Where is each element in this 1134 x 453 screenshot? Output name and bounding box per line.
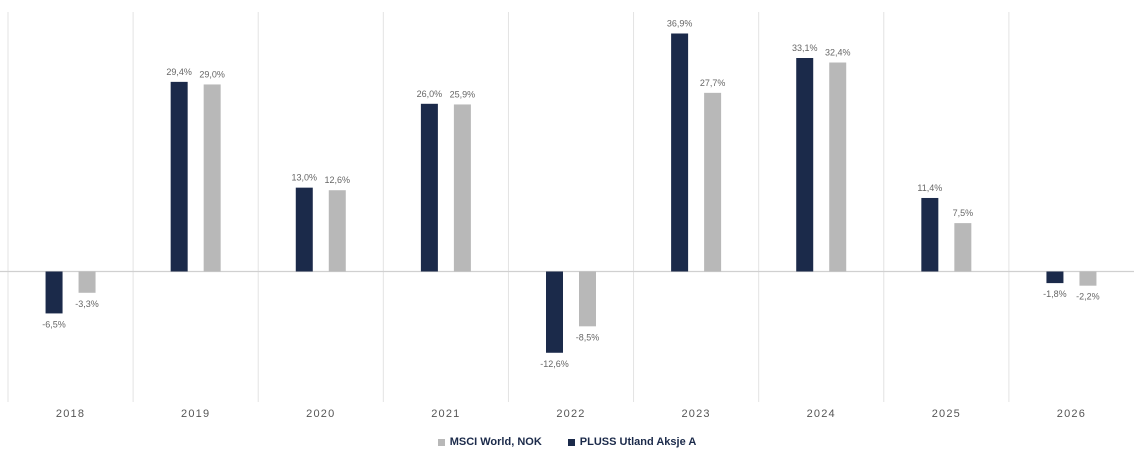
bar-msci-2024 (829, 62, 847, 272)
x-tick-label: 2023 (681, 408, 710, 420)
data-label: -8,5% (576, 332, 600, 342)
data-label: 29,0% (199, 69, 225, 79)
bar-pluss-2020 (295, 187, 313, 272)
data-label: 33,1% (792, 43, 818, 53)
legend-item-pluss: PLUSS Utland Aksje A (567, 436, 697, 448)
x-tick-label: 2025 (932, 408, 961, 420)
legend-swatch-pluss (567, 438, 575, 446)
x-tick-label: 2018 (56, 408, 85, 420)
bar-pluss-2025 (921, 197, 939, 272)
bar-msci-2018 (78, 271, 96, 293)
bar-pluss-2023 (671, 33, 689, 272)
bar-pluss-2019 (170, 81, 188, 272)
x-axis-ticks: 2018 2019 2020 2021 2022 2023 2024 2025 2026 (56, 408, 1086, 420)
data-label: -2,2% (1076, 292, 1100, 302)
data-label: 7,5% (953, 208, 974, 218)
data-label: 29,4% (166, 67, 192, 77)
bar-pluss-2018 (45, 271, 63, 314)
bar-msci-2021 (453, 104, 471, 272)
bar-msci-2025 (954, 223, 972, 272)
legend-label-pluss: PLUSS Utland Aksje A (579, 436, 697, 448)
x-tick-label: 2020 (306, 408, 335, 420)
bar-msci-2019 (203, 84, 221, 272)
x-tick-label: 2021 (431, 408, 460, 420)
data-labels: -6,5% -3,3% 29,4% 29,0% 13,0% 12,6% 26,0% 25,9%… (42, 18, 1099, 368)
legend: MSCI World, NOK PLUSS Utland Aksje A (0, 436, 1134, 448)
data-label: -1,8% (1043, 289, 1067, 299)
bar-msci-2026 (1079, 271, 1097, 286)
data-label: 27,7% (700, 78, 726, 88)
data-label: 12,6% (325, 175, 351, 185)
x-tick-label: 2024 (807, 408, 836, 420)
data-label: -3,3% (75, 299, 99, 309)
bar-msci-2023 (704, 92, 722, 272)
data-label: -12,6% (540, 359, 569, 369)
data-label: 36,9% (667, 18, 693, 28)
legend-label-msci: MSCI World, NOK (449, 436, 542, 448)
bar-pluss-2024 (796, 58, 814, 272)
data-label: 13,0% (292, 173, 318, 183)
bar-pluss-2026 (1046, 271, 1064, 284)
data-label: 26,0% (417, 89, 443, 99)
gridlines (0, 12, 1134, 402)
x-tick-label: 2022 (556, 408, 585, 420)
bar-pluss-2021 (420, 103, 438, 272)
bars (45, 33, 1097, 353)
data-label: 32,4% (825, 48, 851, 58)
data-label: -6,5% (42, 319, 66, 329)
x-tick-label: 2026 (1057, 408, 1086, 420)
bar-msci-2022 (579, 271, 596, 327)
data-label: 11,4% (917, 183, 942, 193)
bar-pluss-2022 (546, 271, 563, 353)
legend-swatch-msci (437, 438, 445, 446)
bar-chart: -6,5% -3,3% 29,4% 29,0% 13,0% 12,6% 26,0% 25,9%… (0, 12, 1134, 420)
data-label: 25,9% (450, 89, 476, 99)
bar-msci-2020 (328, 190, 346, 272)
x-tick-label: 2019 (181, 408, 210, 420)
legend-item-msci: MSCI World, NOK (437, 436, 542, 448)
